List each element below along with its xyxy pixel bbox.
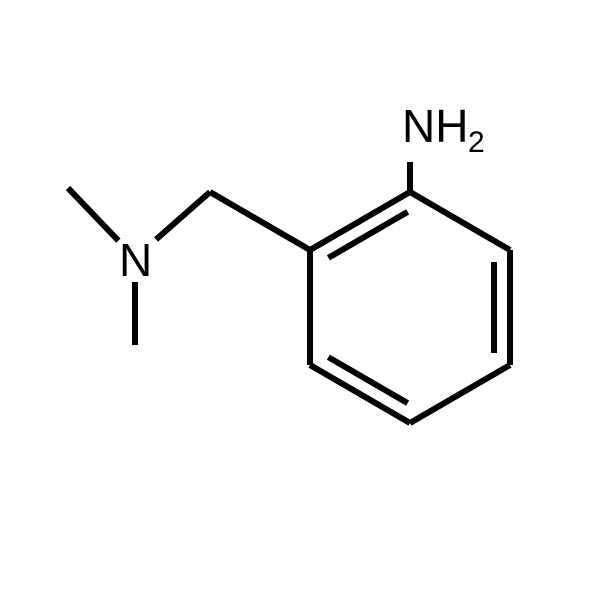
svg-text:NH: NH	[402, 100, 468, 152]
atom-label-N1: NH2	[402, 100, 485, 159]
svg-text:N: N	[119, 234, 152, 286]
atom-label-N2: N	[119, 234, 152, 286]
svg-text:2: 2	[468, 126, 485, 159]
molecule-diagram: NH2 N	[0, 0, 600, 600]
